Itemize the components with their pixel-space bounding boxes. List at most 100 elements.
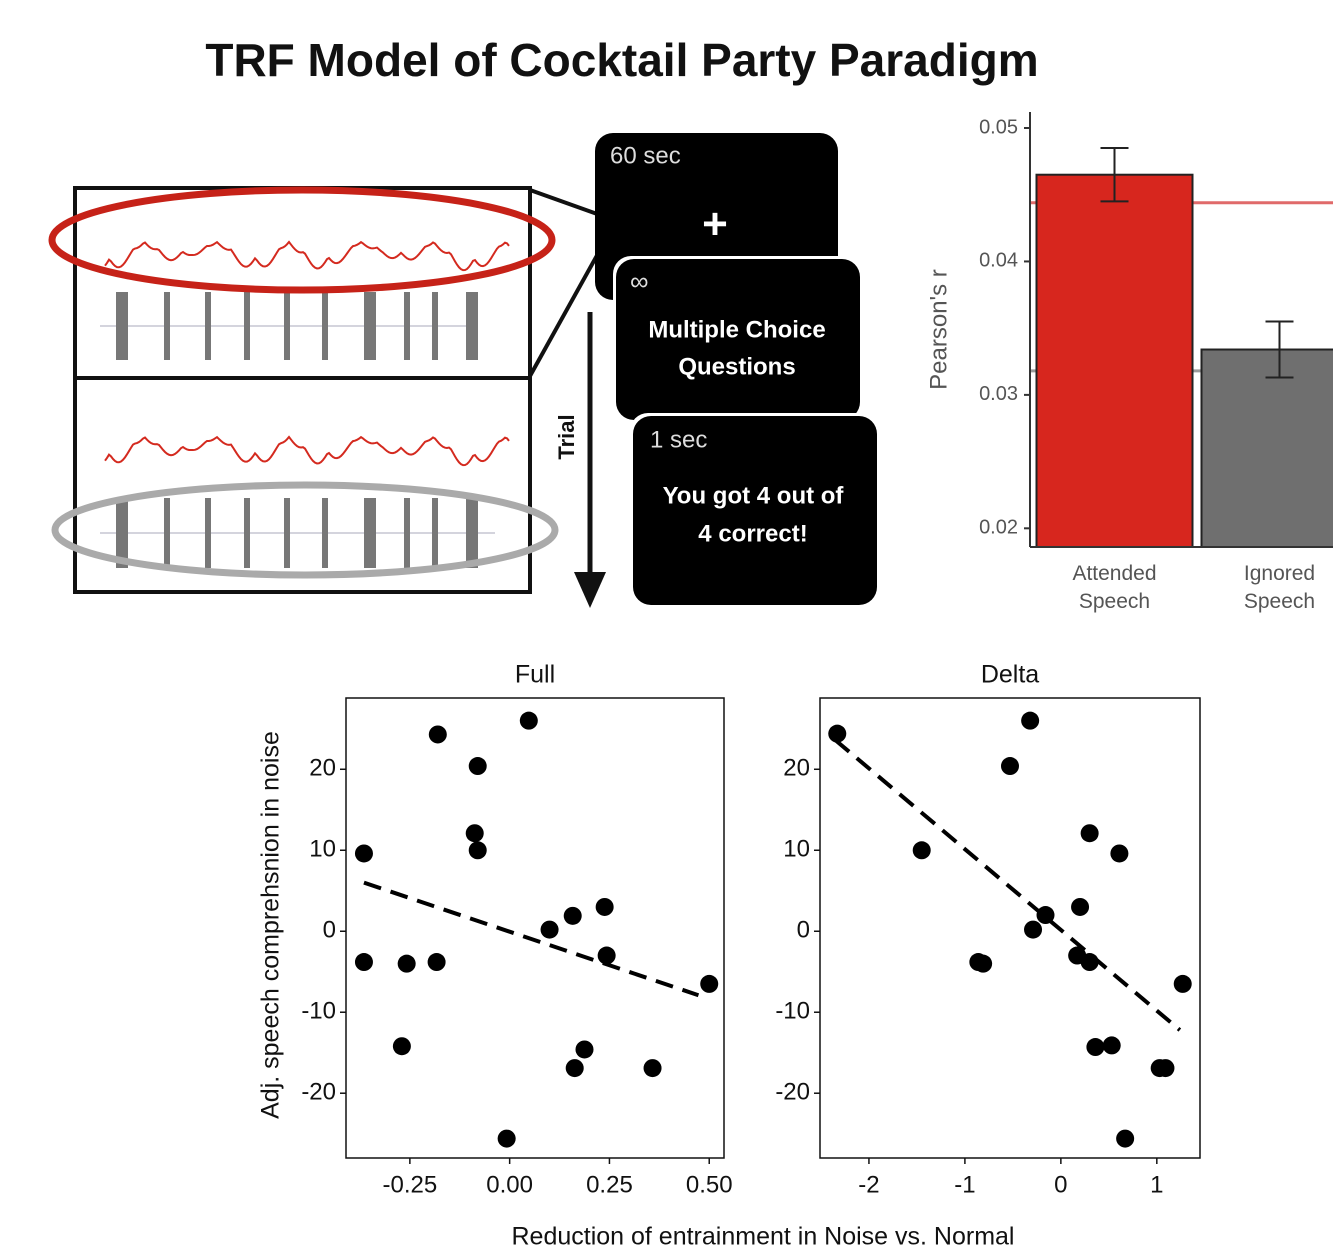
- envelope-bar: [116, 292, 128, 360]
- screen-text: 4 correct!: [698, 520, 807, 547]
- point: [1021, 711, 1040, 730]
- stimulus-diagram: 60 sec + ∞ Multiple Choice Questions 1 s…: [48, 133, 880, 608]
- envelope-bar: [364, 498, 376, 568]
- point: [428, 725, 447, 744]
- x-tick-label: 0.25: [586, 1171, 633, 1198]
- y-tick-label: 10: [309, 836, 336, 863]
- point: [1080, 824, 1099, 843]
- point: [1110, 844, 1129, 863]
- y-tick-label: -10: [301, 998, 336, 1025]
- point: [354, 953, 373, 972]
- envelope-bar: [364, 292, 376, 360]
- point: [974, 954, 993, 973]
- point: [1102, 1036, 1121, 1055]
- y-axis-label: Pearson's r: [925, 269, 952, 390]
- point: [643, 1059, 662, 1078]
- fit-line: [834, 738, 1182, 1032]
- y-axis-label: Adj. speech comprehsnion in noise: [257, 731, 285, 1119]
- point: [1116, 1129, 1135, 1148]
- point: [468, 757, 487, 776]
- envelope-bar: [432, 498, 438, 568]
- fixation-cross: +: [702, 200, 728, 249]
- envelope-bar: [205, 498, 211, 568]
- point: [354, 844, 373, 863]
- screen-duration: 60 sec: [610, 142, 681, 169]
- screen-text: Questions: [678, 353, 795, 380]
- y-tick-label: 0.04: [979, 250, 1018, 272]
- envelope-bar: [404, 292, 410, 360]
- envelope-bar: [404, 498, 410, 568]
- envelope-bar: [466, 292, 478, 360]
- envelope-bar: [322, 498, 328, 568]
- waveform: [104, 240, 510, 272]
- point: [1036, 906, 1055, 925]
- point: [540, 920, 559, 939]
- x-axis-label: Reduction of entrainment in Noise vs. No…: [511, 1223, 1014, 1251]
- envelope-bar: [432, 292, 438, 360]
- x-tick-label: Ignored Speech: [1244, 562, 1315, 613]
- point: [1024, 920, 1043, 939]
- waveforms: [100, 240, 510, 568]
- envelope-bar: [164, 292, 170, 360]
- bar: [1200, 348, 1333, 549]
- point: [1173, 974, 1192, 993]
- x-tick-label: -1: [954, 1171, 975, 1198]
- point: [1071, 897, 1090, 916]
- y-tick-label: -20: [775, 1079, 810, 1106]
- point: [519, 711, 538, 730]
- plot-frame: [345, 697, 725, 1159]
- screen-duration: 1 sec: [650, 426, 707, 453]
- point: [1086, 1038, 1105, 1057]
- screen-duration: ∞: [630, 266, 649, 296]
- point: [465, 824, 484, 843]
- plot-frame: [819, 697, 1201, 1159]
- envelope-bar: [322, 292, 328, 360]
- point: [597, 946, 616, 965]
- arrow-head: [574, 572, 606, 608]
- y-tick-label: 0: [323, 917, 336, 944]
- point: [700, 974, 719, 993]
- envelope-bar: [466, 498, 478, 568]
- x-tick-label: -2: [858, 1171, 879, 1198]
- x-tick-label: 1: [1150, 1171, 1163, 1198]
- screen: [633, 416, 877, 605]
- envelope-bar: [116, 498, 128, 568]
- panel-title: Full: [515, 661, 555, 689]
- y-tick-label: 0.03: [979, 383, 1018, 405]
- figure-title: TRF Model of Cocktail Party Paradigm: [205, 34, 1038, 86]
- bar: [1035, 173, 1194, 548]
- y-tick-label: 0.02: [979, 517, 1018, 539]
- point: [1001, 757, 1019, 776]
- x-tick-label: Attended Speech: [1072, 562, 1156, 613]
- envelope-bar: [284, 292, 290, 360]
- x-tick-label: 0.00: [486, 1171, 533, 1198]
- y-tick-label: -20: [301, 1079, 336, 1106]
- y-tick-label: 0: [797, 917, 810, 944]
- fit-line: [363, 880, 700, 998]
- envelope-bar: [244, 292, 250, 360]
- y-tick-label: 20: [309, 755, 336, 782]
- point: [595, 897, 614, 916]
- point: [563, 906, 582, 925]
- connector: [529, 188, 601, 217]
- attended-ellipse: [48, 186, 556, 294]
- connector: [528, 249, 602, 377]
- envelope-bar: [284, 498, 290, 568]
- point: [565, 1059, 584, 1078]
- x-tick-label: 0: [1054, 1171, 1067, 1198]
- waveform: [104, 435, 510, 467]
- point: [397, 954, 416, 973]
- point: [427, 953, 446, 972]
- x-tick-label: 0.50: [686, 1171, 733, 1198]
- panel-title: Delta: [981, 661, 1039, 689]
- point: [1156, 1059, 1175, 1078]
- point: [912, 841, 931, 860]
- envelope-bar: [244, 498, 250, 568]
- point: [468, 841, 487, 860]
- point: [392, 1037, 411, 1056]
- point: [828, 724, 847, 743]
- y-tick-label: 10: [783, 836, 810, 863]
- screen-text: You got 4 out of: [663, 482, 845, 509]
- screen: [616, 259, 860, 420]
